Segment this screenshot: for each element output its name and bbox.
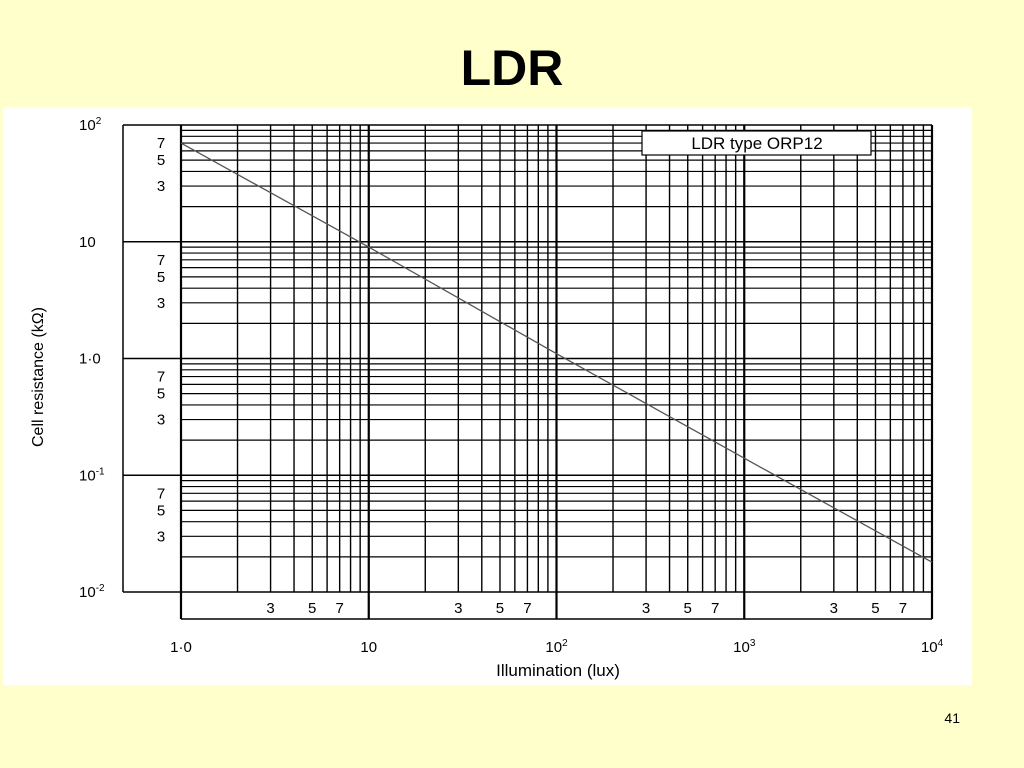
x-axis-label: Illumination (lux): [496, 661, 620, 680]
chart-title: LDR type ORP12: [691, 134, 822, 153]
page-number: 41: [944, 710, 960, 726]
x-minor-tick-label: 7: [523, 600, 531, 617]
y-minor-tick-label: 3: [157, 178, 165, 195]
y-minor-tick-label: 3: [157, 295, 165, 312]
y-minor-tick-label: 5: [157, 502, 165, 519]
x-minor-tick-label: 7: [711, 600, 719, 617]
y-minor-tick-label: 7: [157, 252, 165, 269]
x-major-tick-label: 10: [360, 639, 377, 656]
x-major-tick-label: 102: [545, 638, 568, 656]
slide-title: LDR: [460, 40, 564, 96]
y-major-tick-label: 10-2: [79, 583, 105, 601]
x-minor-tick-label: 5: [871, 600, 879, 617]
x-major-tick-label: 104: [921, 638, 944, 656]
x-minor-tick-label: 7: [899, 600, 907, 617]
y-minor-tick-label: 3: [157, 412, 165, 429]
y-minor-tick-label: 5: [157, 152, 165, 169]
x-minor-tick-label: 5: [684, 600, 692, 617]
y-major-tick-label: 102: [79, 116, 102, 134]
y-minor-tick-label: 5: [157, 386, 165, 403]
y-minor-tick-label: 7: [157, 135, 165, 152]
chart-panel: 10-2 10-1 1·0 10 102 1·0 10 102 103 104 3 5 7 3 5 7 3 5 7 3…: [3, 107, 972, 685]
series-line: [180, 142, 933, 563]
x-minor-tick-label: 7: [335, 600, 343, 617]
x-minor-tick-label: 3: [454, 600, 462, 617]
x-major-tick-label: 1·0: [170, 639, 192, 656]
x-minor-tick-label: 3: [830, 600, 838, 617]
chart-title-box: LDR type ORP12: [641, 130, 872, 156]
x-minor-tick-label: 5: [496, 600, 504, 617]
grid: [123, 124, 934, 619]
chart-title-background: [641, 130, 872, 156]
y-major-tick-label: 10-1: [79, 466, 105, 484]
series-layer: [180, 142, 933, 563]
x-minor-tick-label: 5: [308, 600, 316, 617]
y-minor-tick-label: 3: [157, 528, 165, 545]
y-minor-tick-label: 7: [157, 485, 165, 502]
y-minor-tick-label: 5: [157, 269, 165, 286]
y-major-tick-label: 1·0: [79, 351, 101, 368]
x-minor-tick-label: 3: [642, 600, 650, 617]
x-minor-tick-label: 3: [266, 600, 274, 617]
x-major-tick-label: 103: [733, 638, 756, 656]
plot-frame: [122, 125, 933, 620]
y-axis-label: Cell resistance (kΩ): [30, 307, 47, 447]
y-minor-tick-label: 7: [157, 369, 165, 386]
y-major-tick-label: 10: [79, 234, 96, 251]
